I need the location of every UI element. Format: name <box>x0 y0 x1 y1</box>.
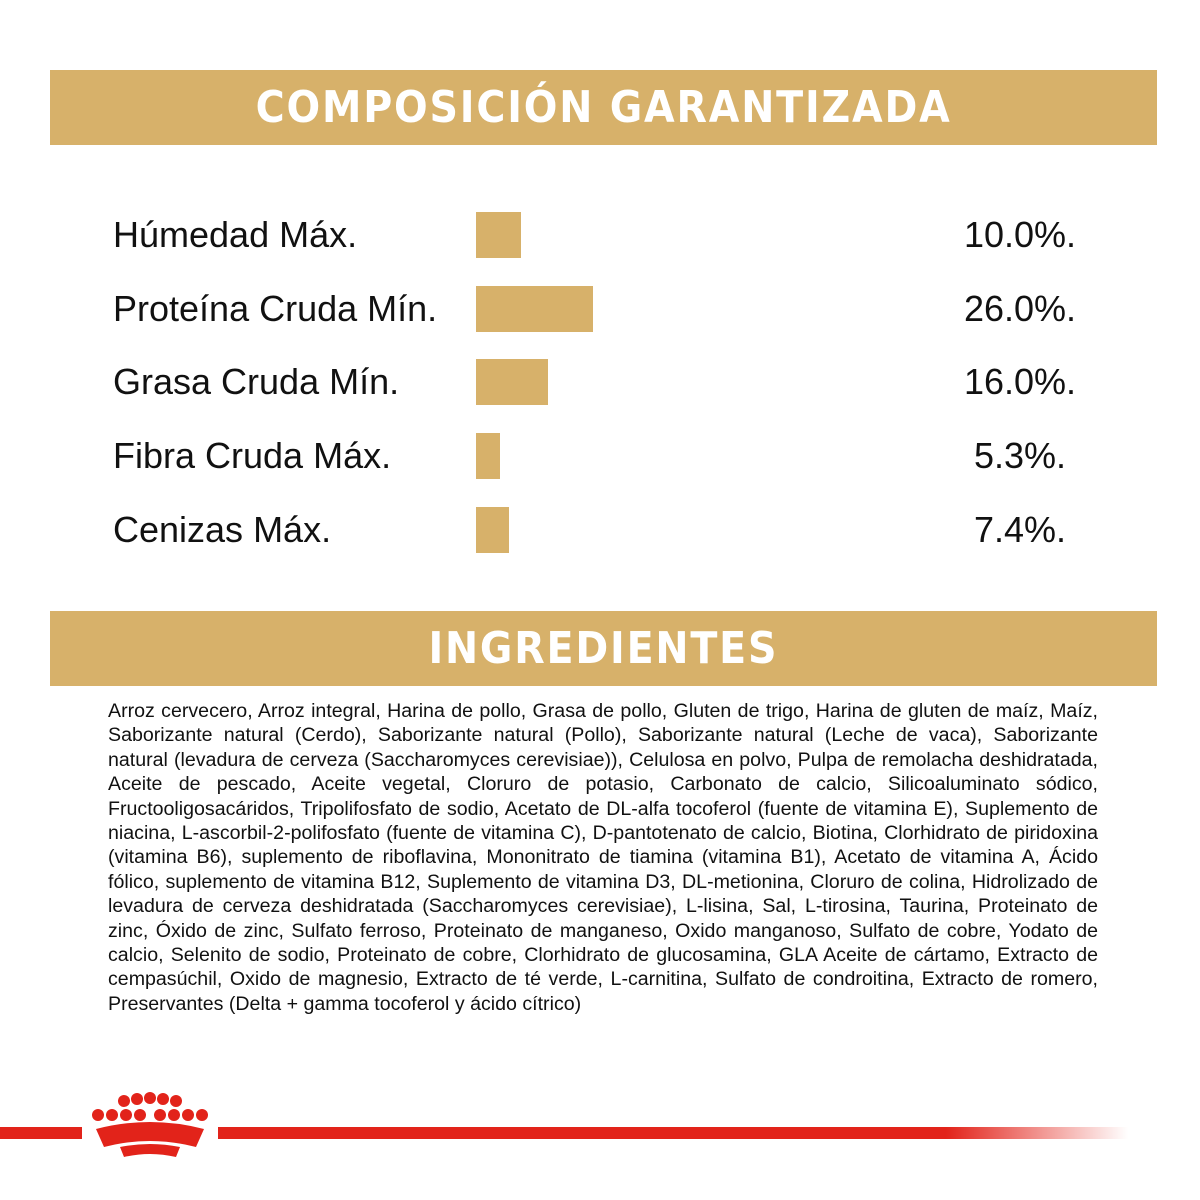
composition-row: Cenizas Máx. 7.4%. <box>0 506 1200 554</box>
section-title: INGREDIENTES <box>428 623 779 674</box>
nutrient-value: 7.4%. <box>973 508 1067 550</box>
nutrient-label: Cenizas Máx. <box>113 508 332 550</box>
ingredients-text: Arroz cervecero, Arroz integral, Harina … <box>108 700 1098 1015</box>
nutrient-label: Húmedad Máx. <box>113 214 358 255</box>
composition-row: Proteína Cruda Mín. 26.0%. <box>0 285 1200 333</box>
bar <box>476 285 593 332</box>
bar <box>476 212 521 258</box>
bar <box>476 433 500 480</box>
bar <box>476 359 548 406</box>
nutrient-label: Fibra Cruda Máx. <box>113 435 392 477</box>
nutrient-value: 26.0%. <box>963 287 1077 329</box>
composition-row: Fibra Cruda Máx. 5.3%. <box>0 432 1200 480</box>
footer-logo <box>0 1092 1128 1157</box>
header-band: INGREDIENTES <box>50 611 1157 686</box>
composition-row: Húmedad Máx. 10.0%. <box>0 211 1200 259</box>
red-line <box>218 1127 1128 1139</box>
bar <box>476 506 510 553</box>
nutrient-value: 16.0%. <box>963 361 1077 403</box>
nutrient-label: Grasa Cruda Mín. <box>113 361 400 403</box>
nutrient-value: 5.3%. <box>973 435 1067 477</box>
composition-row: Grasa Cruda Mín. 16.0%. <box>0 358 1200 406</box>
header-band: COMPOSICIÓN GARANTIZADA <box>50 70 1157 145</box>
nutrient-label: Proteína Cruda Mín. <box>113 287 438 329</box>
red-line <box>0 1127 82 1139</box>
crown <box>92 1092 208 1157</box>
section-title: COMPOSICIÓN GARANTIZADA <box>255 82 952 133</box>
nutrient-value: 10.0%. <box>963 214 1077 255</box>
